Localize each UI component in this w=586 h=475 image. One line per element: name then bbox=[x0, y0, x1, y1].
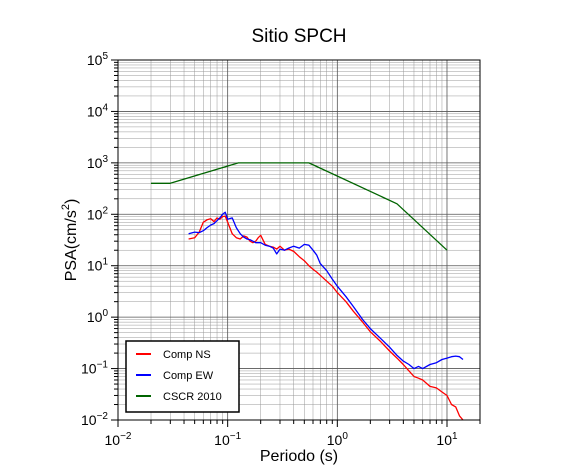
y-tick-label-exponent: −1 bbox=[97, 360, 109, 371]
x-tick-label-exponent: −1 bbox=[230, 431, 242, 442]
y-tick-label-exponent: 4 bbox=[102, 102, 108, 113]
legend-box bbox=[125, 340, 240, 413]
y-tick-label: 102 bbox=[87, 205, 109, 222]
y-tick-label-exponent: 5 bbox=[102, 51, 108, 62]
y-tick-label: 105 bbox=[87, 51, 109, 68]
y-axis-label-superscript: 2 bbox=[60, 204, 72, 210]
y-tick-label: 10−1 bbox=[81, 360, 108, 377]
y-tick-label-base: 10 bbox=[87, 206, 103, 222]
y-tick-label: 101 bbox=[87, 257, 109, 274]
y-tick-label: 103 bbox=[87, 154, 109, 171]
chart-title: Sitio SPCH bbox=[251, 26, 346, 47]
y-tick-label-base: 10 bbox=[81, 412, 97, 428]
y-tick-label-exponent: −2 bbox=[97, 411, 109, 422]
legend-label: Comp NS bbox=[163, 349, 211, 361]
y-tick-label-base: 10 bbox=[87, 309, 103, 325]
y-tick-label-base: 10 bbox=[87, 52, 103, 68]
legend-label: CSCR 2010 bbox=[163, 391, 222, 403]
y-tick-label-base: 10 bbox=[87, 103, 103, 119]
series-line-3 bbox=[151, 162, 448, 251]
x-tick-label-exponent: 0 bbox=[342, 431, 348, 442]
x-tick-label: 10−2 bbox=[105, 431, 132, 448]
y-tick-label-exponent: 2 bbox=[102, 205, 108, 216]
y-axis-label-tail: ) bbox=[63, 199, 80, 204]
x-axis-label: Periodo (s) bbox=[260, 448, 338, 465]
y-axis-label-base: PSA(cm/s bbox=[63, 210, 80, 281]
y-tick-label-exponent: 3 bbox=[102, 154, 108, 165]
x-tick-label-base: 10 bbox=[214, 432, 230, 448]
y-tick-label-base: 10 bbox=[87, 258, 103, 274]
x-tick-label-base: 10 bbox=[436, 432, 452, 448]
y-tick-label: 100 bbox=[87, 308, 109, 325]
x-axis: 10−2 10−1 100 101 bbox=[105, 420, 481, 448]
x-tick-label-exponent: −2 bbox=[120, 431, 132, 442]
grid-minor-lines bbox=[118, 60, 481, 420]
plot-frame bbox=[117, 59, 481, 421]
y-tick-label: 104 bbox=[87, 102, 109, 119]
y-axis-label: PSA(cm/s2) bbox=[60, 199, 80, 282]
x-tick-label: 10−1 bbox=[214, 431, 241, 448]
y-tick-label-base: 10 bbox=[87, 155, 103, 171]
x-tick-label: 100 bbox=[327, 431, 349, 448]
y-tick-label-exponent: 1 bbox=[102, 257, 108, 268]
series-line-2 bbox=[188, 211, 464, 370]
y-tick-label-exponent: 0 bbox=[102, 308, 108, 319]
x-tick-label: 101 bbox=[436, 431, 458, 448]
x-tick-label-base: 10 bbox=[105, 432, 121, 448]
y-tick-label-base: 10 bbox=[81, 361, 97, 377]
x-tick-label-base: 10 bbox=[327, 432, 343, 448]
series-line-1 bbox=[188, 215, 464, 421]
series-layer bbox=[151, 162, 464, 421]
y-tick-label: 10−2 bbox=[81, 411, 108, 428]
legend: Comp NS Comp EW CSCR 2010 bbox=[125, 340, 240, 413]
legend-label: Comp EW bbox=[163, 370, 214, 382]
x-tick-label-exponent: 1 bbox=[452, 431, 458, 442]
